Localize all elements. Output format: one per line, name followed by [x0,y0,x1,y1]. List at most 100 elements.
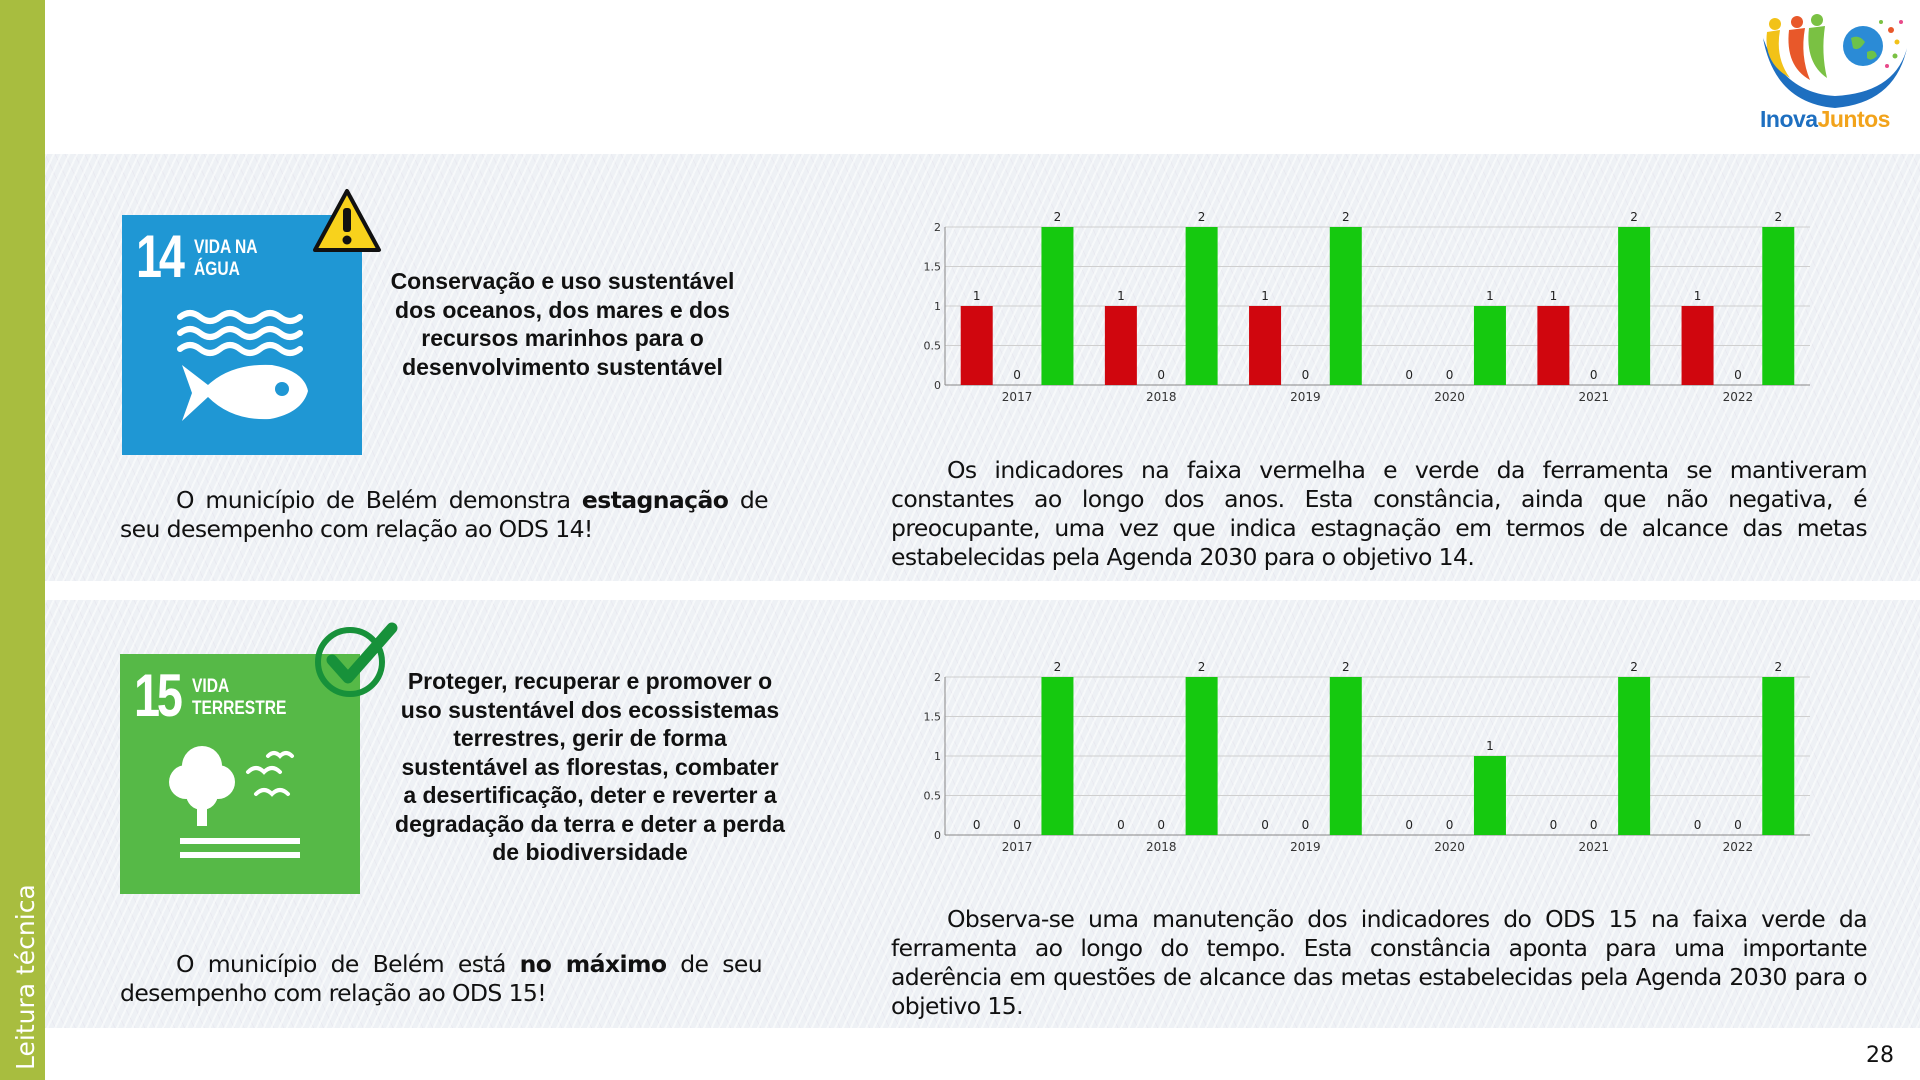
checkmark-icon [315,622,398,697]
bar-value-label: 0 [1446,818,1454,832]
chart-bar [1473,306,1506,385]
ods15-summary-text-end: de seu desempenho com relação ao ODS 15! [120,950,763,1007]
ods15-summary-text: O município de Belém está [176,950,520,978]
sdg15-name-line1: VIDA [192,676,230,697]
bar-value-label: 0 [1446,368,1454,382]
bar-value-label: 0 [1734,368,1742,382]
bar-value-label: 2 [1630,660,1638,674]
logo-text-juntos: Juntos [1817,106,1891,132]
x-tick-label: 2021 [1578,390,1609,404]
logo-wordmark: InovaJuntos [1760,106,1890,133]
sdg14-tile: 14 VIDA NA ÁGUA [122,215,362,455]
ods15-analysis-text: Observa-se uma manutenção dos indicadore… [891,905,1868,1020]
bar-value-label: 1 [1550,289,1558,303]
chart-bar [1473,756,1506,835]
sdg15-name: VIDA TERRESTRE [192,676,286,720]
chart-bar [1618,227,1651,385]
y-tick-label: 0.5 [924,340,942,353]
sidebar-label: Leitura técnica [11,884,40,1070]
bar-value-label: 0 [1694,818,1702,832]
x-tick-label: 2021 [1578,840,1609,854]
bar-value-label: 0 [1117,818,1125,832]
bar-value-label: 2 [1774,660,1782,674]
ods14-summary: O município de Belém demonstra estagnaçã… [120,486,769,544]
x-tick-label: 2020 [1434,840,1465,854]
sdg14-number: 14 [136,223,185,290]
y-tick-label: 1.5 [924,261,942,274]
bar-value-label: 0 [1157,818,1165,832]
bar-value-label: 2 [1342,210,1350,224]
sdg14-name-line1: VIDA NA [194,237,258,258]
y-tick-label: 1.5 [924,711,942,724]
chart-bar [1537,306,1570,385]
sdg15-number: 15 [134,662,183,729]
ods14-chart-svg: 0 0.5 1 1.5 2 1 0 2 2017 1 0 2 2018 1 0 2 2019 0 0 1 2020 1 0 2… [924,210,1810,404]
x-tick-label: 2022 [1723,840,1754,854]
ods14-analysis-paragraph: Os indicadores na faixa vermelha e verde… [891,456,1868,572]
chart-bar [1249,306,1282,385]
sidebar-strip [0,0,45,1080]
y-tick-label: 0.5 [924,790,942,803]
bar-value-label: 1 [973,289,981,303]
bar-value-label: 0 [1590,368,1598,382]
chart-bar [1329,227,1362,385]
y-tick-label: 2 [934,221,941,234]
x-tick-label: 2019 [1290,390,1321,404]
goal14-description: Conservação e uso sustentável dos oceano… [390,268,735,380]
ods14-summary-text-end: de seu desempenho com relação ao ODS 14! [120,486,769,543]
bar-value-label: 1 [1694,289,1702,303]
bar-value-label: 0 [1405,368,1413,382]
bar-value-label: 2 [1342,660,1350,674]
sdg15-tile: 15 VIDA TERRESTRE [120,654,360,894]
bar-value-label: 0 [1302,368,1310,382]
x-tick-label: 2017 [1002,390,1033,404]
bar-value-label: 0 [1157,368,1165,382]
bar-value-label: 2 [1774,210,1782,224]
x-tick-label: 2017 [1002,840,1033,854]
ods15-analysis-paragraph: Observa-se uma manutenção dos indicadore… [891,905,1868,1021]
warning-icon [313,189,381,252]
chart-bar [960,306,993,385]
ods14-analysis-text: Os indicadores na faixa vermelha e verde… [891,456,1868,571]
y-tick-label: 0 [934,829,941,842]
sidebar-label-container: Leitura técnica [10,840,50,1070]
chart-bar [1762,227,1795,385]
ods15-summary: O município de Belém está no máximo de s… [120,950,763,1008]
chart-bar [1185,227,1218,385]
y-tick-label: 0 [934,379,941,392]
bar-value-label: 0 [973,818,981,832]
x-tick-label: 2022 [1723,390,1754,404]
bar-value-label: 0 [1590,818,1598,832]
bar-value-label: 0 [1013,368,1021,382]
goal15-description: Proteger, recuperar e promover o uso sus… [395,668,785,865]
chart-bar [1618,677,1651,835]
ods15-indicator-chart: 0 0.5 1 1.5 2 0 0 2 2017 0 0 2 2018 0 0 2 2019 0 0 1 2020 0 0 2… [920,650,1820,865]
bar-value-label: 0 [1302,818,1310,832]
bar-value-label: 0 [1734,818,1742,832]
tree-birds-icon [169,746,300,858]
bar-value-label: 1 [1486,289,1494,303]
ods14-summary-emphasis: estagnação [581,486,729,514]
x-tick-label: 2018 [1146,840,1177,854]
bar-value-label: 0 [1550,818,1558,832]
bar-value-label: 2 [1054,660,1062,674]
bar-value-label: 0 [1261,818,1269,832]
chart-bar [1041,677,1074,835]
y-tick-label: 2 [934,671,941,684]
chart-bar [1185,677,1218,835]
ods14-indicator-chart: 0 0.5 1 1.5 2 1 0 2 2017 1 0 2 2018 1 0 2 2019 0 0 1 2020 1 0 2… [920,200,1820,415]
bar-value-label: 2 [1198,660,1206,674]
x-tick-label: 2019 [1290,840,1321,854]
bar-value-label: 2 [1198,210,1206,224]
chart-bar [1329,677,1362,835]
bar-value-label: 0 [1405,818,1413,832]
logo-text-inova: Inova [1760,106,1818,132]
ods15-summary-emphasis: no máximo [519,950,667,978]
inovajuntos-logo [1763,14,1907,108]
fish-waves-icon [177,310,308,421]
chart-bar [1681,306,1714,385]
bar-value-label: 1 [1261,289,1269,303]
y-tick-label: 1 [934,750,941,763]
chart-bar [1041,227,1074,385]
